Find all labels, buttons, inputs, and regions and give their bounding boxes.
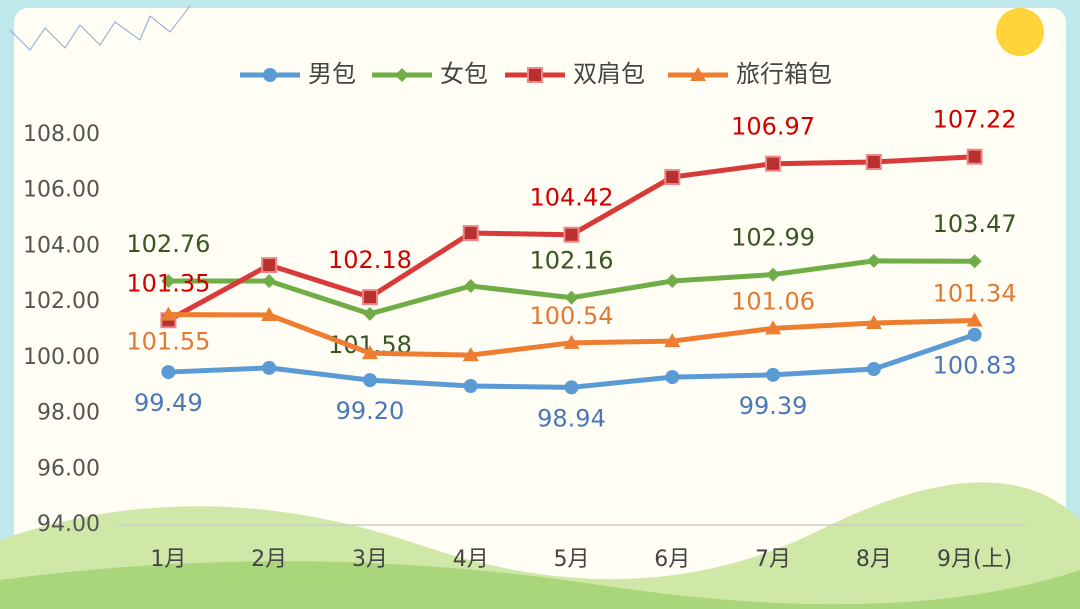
x-tick-label: 8月 (856, 547, 892, 572)
point (261, 306, 278, 321)
y-tick-label: 102.00 (23, 289, 100, 314)
y-tick-label: 108.00 (23, 122, 100, 147)
point (362, 306, 377, 321)
point (463, 278, 478, 293)
point (766, 267, 781, 282)
point (361, 345, 378, 360)
hill (0, 561, 1080, 609)
point (866, 253, 881, 268)
point (462, 347, 479, 362)
point (866, 362, 881, 376)
bunting (9, 5, 191, 51)
value-label: 101.06 (731, 287, 815, 315)
x-tick-label: 3月 (352, 547, 388, 572)
point (262, 273, 277, 288)
value-label: 101.35 (126, 269, 210, 297)
point (664, 333, 681, 348)
legend-label: 旅行箱包 (736, 60, 832, 88)
point (665, 273, 680, 288)
x-tick-label: 1月 (150, 547, 186, 572)
legend-marker (690, 67, 706, 81)
legend-marker (263, 68, 277, 82)
legend-label: 女包 (440, 60, 488, 88)
y-tick-label: 100.00 (23, 345, 100, 370)
value-label: 104.42 (530, 184, 614, 212)
y-tick-label: 104.00 (23, 233, 100, 258)
point (865, 315, 882, 330)
legend-marker (527, 67, 543, 83)
value-label: 99.20 (336, 397, 405, 425)
x-tick-label: 5月 (554, 547, 590, 572)
value-label: 106.97 (731, 113, 815, 141)
point (967, 254, 982, 269)
point (161, 365, 176, 380)
panel (14, 8, 1066, 598)
value-label: 107.22 (933, 106, 1017, 134)
value-label: 100.54 (530, 302, 614, 330)
point (160, 306, 177, 321)
value-label: 102.16 (530, 247, 614, 275)
point (865, 154, 882, 171)
y-tick-label: 94.00 (37, 512, 100, 537)
point (664, 169, 681, 186)
point (765, 320, 782, 335)
point (966, 312, 983, 327)
point (361, 289, 378, 306)
y-tick-label: 98.00 (37, 401, 100, 426)
value-label: 98.94 (537, 404, 606, 432)
x-tick-label: 4月 (453, 547, 489, 572)
value-label: 102.18 (328, 246, 412, 274)
x-tick-label: 9月(上) (937, 547, 1012, 572)
point (261, 257, 278, 274)
point (161, 273, 176, 288)
point (563, 226, 580, 243)
point (564, 380, 579, 395)
point (665, 370, 680, 385)
value-label: 102.99 (731, 224, 815, 252)
point (766, 367, 781, 382)
point (463, 378, 478, 393)
point (563, 334, 580, 349)
sun (996, 8, 1044, 56)
x-tick-label: 6月 (654, 547, 690, 572)
point (967, 327, 982, 342)
point (462, 225, 479, 242)
legend-marker (395, 68, 409, 82)
x-tick-label: 2月 (251, 547, 287, 572)
legend-label: 双肩包 (573, 60, 645, 88)
point (564, 290, 579, 305)
value-label: 102.76 (126, 230, 210, 258)
y-tick-label: 106.00 (23, 178, 100, 203)
point (262, 360, 277, 375)
value-label: 101.55 (126, 328, 210, 356)
value-label: 100.83 (933, 352, 1017, 380)
point (966, 148, 983, 165)
value-label: 103.47 (933, 210, 1017, 238)
x-tick-label: 7月 (755, 547, 791, 572)
legend-label: 男包 (308, 60, 356, 88)
value-label: 99.39 (739, 392, 808, 420)
value-label: 101.34 (933, 280, 1017, 308)
value-label: 99.49 (134, 389, 203, 417)
y-tick-label: 96.00 (37, 456, 100, 481)
point (765, 155, 782, 172)
point (362, 373, 377, 388)
